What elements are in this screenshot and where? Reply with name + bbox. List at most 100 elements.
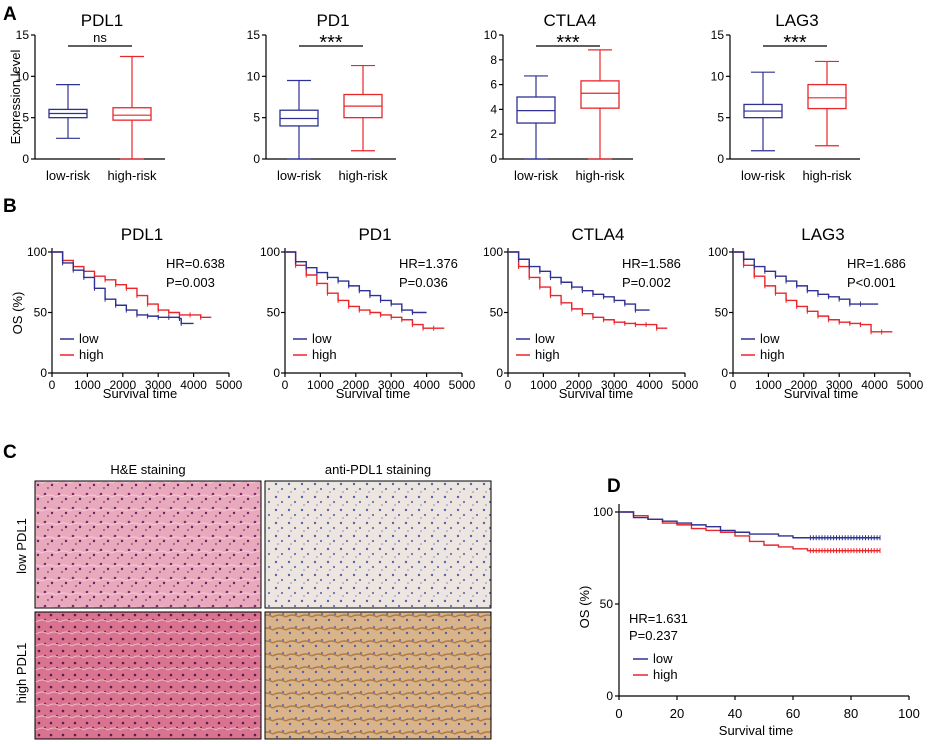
y-axis-label: OS (%) [577,586,592,629]
x-axis-label: Survival time [719,723,793,738]
panel-d-survival-curve: 0 50 100 0 20 40 60 80 100 Survival time OS (%) HR=… [577,504,920,738]
survival-line-low [285,251,427,314]
x-tick-label: 0 [505,378,512,392]
y-tick-label: 10 [16,69,30,83]
row-label-low: low PDL1 [14,518,29,574]
y-tick-label: 4 [490,102,497,116]
boxplot-pdl1: PDL1 0 5 10 15 low-risk high-risk ns [16,11,165,183]
y-tick-label: 15 [711,28,725,42]
boxplot-title: PDL1 [81,11,124,30]
x-tick-label: 1000 [755,378,782,392]
hazard-ratio: HR=1.631 [629,611,688,626]
significance-label: *** [783,32,807,54]
x-tick-label: 0 [49,378,56,392]
legend-label-low: low [312,331,332,346]
legend-label-low: low [653,651,673,666]
hazard-ratio: HR=0.638 [166,256,225,271]
category-label: low-risk [277,168,322,183]
p-value: P=0.003 [166,275,215,290]
y-tick-label: 0 [496,366,503,380]
x-tick-label: 2000 [565,378,592,392]
category-label: low-risk [46,168,91,183]
x-tick-label: 0 [730,378,737,392]
y-tick-label: 10 [247,69,261,83]
y-axis-label: Expression level [8,50,23,145]
survival-line-low [508,251,650,311]
x-tick-label: 4000 [180,378,207,392]
y-tick-label: 50 [715,306,729,320]
y-tick-label: 0 [721,366,728,380]
box-low [516,96,556,124]
y-tick-label: 100 [593,505,613,519]
legend-label-high: high [535,347,560,362]
hazard-ratio: HR=1.376 [399,256,458,271]
y-tick-label: 0 [606,689,613,703]
ihc-low-pdl1-image [264,480,492,609]
y-tick-label: 50 [267,306,281,320]
km-title: CTLA4 [572,225,625,244]
x-tick-label: 1000 [74,378,101,392]
significance-label: *** [319,32,343,54]
p-value: P<0.001 [847,275,896,290]
x-tick-label: 4000 [413,378,440,392]
y-tick-label: 100 [708,245,728,259]
y-tick-label: 0 [22,152,29,166]
box-high [112,107,152,121]
panel-letter-c: C [3,442,17,463]
category-label: low-risk [514,168,559,183]
category-label: low-risk [741,168,786,183]
boxplot-title: PD1 [316,11,349,30]
boxplot-title: LAG3 [775,11,818,30]
x-tick-label: 4000 [636,378,663,392]
legend-label-low: low [535,331,555,346]
y-axis-label: OS (%) [10,292,25,335]
significance-label: *** [556,32,580,54]
y-tick-label: 100 [27,245,47,259]
he-high-pdl1-image [34,611,262,740]
x-tick-label: 5000 [672,378,699,392]
km-title: PDL1 [121,225,164,244]
he-low-pdl1-image [34,480,262,609]
y-tick-label: 5 [22,111,29,125]
x-tick-label: 80 [844,706,858,721]
x-tick-label: 3000 [145,378,172,392]
y-tick-label: 5 [717,111,724,125]
legend-label-high: high [79,347,104,362]
y-tick-label: 50 [34,306,48,320]
panel-letter-a: A [3,4,17,25]
y-tick-label: 15 [16,28,30,42]
ihc-high-pdl1-image [264,611,492,740]
box-high [807,83,847,110]
x-tick-label: 1000 [307,378,334,392]
col-header-he: H&E staining [110,462,185,477]
y-tick-label: 100 [483,245,503,259]
survival-line-low [52,251,194,325]
y-tick-label: 50 [600,597,614,611]
category-label: high-risk [575,168,625,183]
hazard-ratio: HR=1.686 [847,256,906,271]
x-tick-label: 5000 [449,378,476,392]
category-label: high-risk [107,168,157,183]
category-label: high-risk [802,168,852,183]
x-axis-label: Survival time [559,386,633,401]
p-value: P=0.036 [399,275,448,290]
x-tick-label: 60 [786,706,800,721]
x-tick-label: 2000 [342,378,369,392]
x-tick-label: 2000 [790,378,817,392]
x-tick-label: 20 [670,706,684,721]
y-tick-label: 6 [490,78,497,92]
y-tick-label: 8 [490,53,497,67]
row-label-high: high PDL1 [14,643,29,704]
boxplot-title: CTLA4 [544,11,597,30]
legend-label-high: high [312,347,337,362]
x-axis-label: Survival time [103,386,177,401]
p-value: P=0.002 [622,275,671,290]
survival-line-low [619,511,880,539]
y-tick-label: 10 [484,28,498,42]
x-axis-label: Survival time [336,386,410,401]
legend-label-low: low [79,331,99,346]
